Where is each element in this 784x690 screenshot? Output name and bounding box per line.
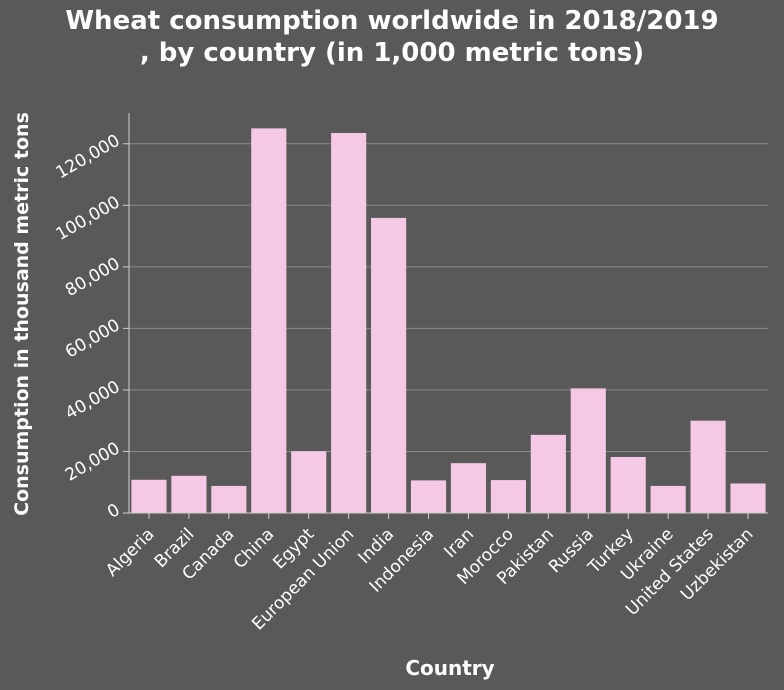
bar-12 bbox=[610, 457, 646, 513]
bar-8 bbox=[450, 463, 487, 513]
y-tick-label-2: 40,000 bbox=[62, 377, 124, 424]
y-tick-label-4: 80,000 bbox=[62, 254, 124, 301]
x-tick-label-3: China bbox=[230, 524, 278, 572]
bar-0 bbox=[131, 479, 167, 513]
bar-11 bbox=[570, 388, 606, 513]
y-tick-label-1: 20,000 bbox=[62, 438, 124, 485]
bar-6 bbox=[371, 217, 407, 513]
bar-10 bbox=[530, 434, 566, 513]
bar-4 bbox=[291, 451, 327, 513]
bar-2 bbox=[211, 485, 247, 513]
x-axis-label: Country bbox=[405, 656, 495, 680]
bar-15 bbox=[730, 483, 766, 513]
bar-9 bbox=[490, 480, 526, 513]
bar-13 bbox=[650, 485, 686, 513]
bar-14 bbox=[690, 420, 726, 513]
bar-3 bbox=[251, 128, 287, 513]
x-tick-label-0: Algeria bbox=[102, 524, 158, 580]
y-tick-label-6: 120,000 bbox=[53, 131, 124, 183]
chart-title-line-2: , by country (in 1,000 metric tons) bbox=[139, 38, 645, 68]
bar-1 bbox=[171, 475, 207, 513]
bar-7 bbox=[410, 480, 447, 513]
y-tick-label-5: 100,000 bbox=[53, 192, 124, 244]
y-tick-label-3: 60,000 bbox=[62, 315, 124, 362]
chart-title-line-1: Wheat consumption worldwide in 2018/2019 bbox=[65, 6, 719, 36]
y-tick-label-0: 0 bbox=[104, 500, 123, 523]
bar-5 bbox=[331, 133, 367, 513]
